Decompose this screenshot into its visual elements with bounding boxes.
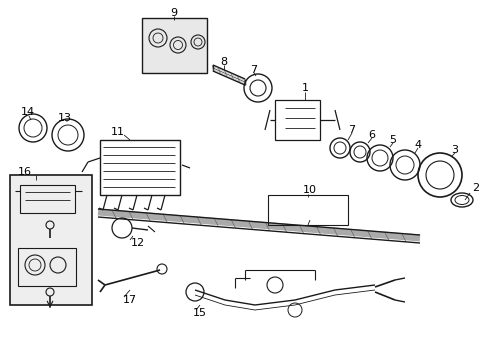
Text: 5: 5 — [389, 135, 396, 145]
Bar — [100, 140, 180, 195]
Text: 7: 7 — [348, 125, 355, 135]
Bar — [142, 18, 206, 73]
Text: 8: 8 — [220, 57, 227, 67]
Text: 6: 6 — [368, 130, 375, 140]
Text: 16: 16 — [18, 167, 32, 177]
Bar — [267, 195, 347, 225]
Text: 4: 4 — [414, 140, 421, 150]
Bar — [274, 100, 319, 140]
Text: 13: 13 — [58, 113, 72, 123]
Text: 10: 10 — [303, 185, 316, 195]
Text: 7: 7 — [250, 65, 257, 75]
Text: 14: 14 — [21, 107, 35, 117]
Text: 15: 15 — [193, 308, 206, 318]
Text: 12: 12 — [131, 238, 145, 248]
Bar — [20, 185, 75, 213]
Text: 2: 2 — [471, 183, 478, 193]
Text: 1: 1 — [301, 83, 308, 93]
Text: 11: 11 — [111, 127, 125, 137]
Text: 9: 9 — [170, 8, 177, 18]
Bar — [10, 175, 92, 305]
Text: 3: 3 — [450, 145, 458, 155]
Text: 17: 17 — [122, 295, 137, 305]
Bar — [18, 248, 76, 286]
